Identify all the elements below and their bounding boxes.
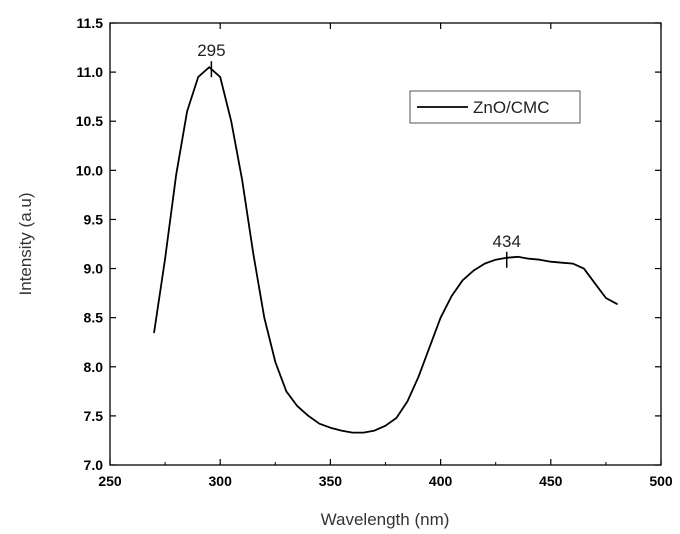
y-axis-title: Intensity (a.u) — [16, 193, 35, 296]
y-tick-label-9.5: 9.5 — [84, 211, 104, 227]
y-axis-ticks — [110, 22, 661, 466]
series-line-znocmc — [153, 66, 618, 434]
x-tick-label-400: 400 — [429, 473, 453, 489]
legend-entry-label: ZnO/CMC — [473, 98, 550, 117]
annotation-label-434: 434 — [493, 232, 521, 251]
y-tick-label-11.5: 11.5 — [77, 15, 104, 31]
annotation-label-295: 295 — [197, 41, 225, 60]
x-axis-ticks — [109, 23, 662, 465]
x-tick-label-250: 250 — [98, 473, 122, 489]
x-axis-title: Wavelength (nm) — [321, 510, 450, 529]
y-axis-tick-labels: 7.0 7.5 8.0 8.5 9.0 9.5 10.0 10.5 11.0 11.5 — [76, 15, 103, 473]
y-tick-label-8: 8.0 — [84, 359, 104, 375]
x-tick-label-350: 350 — [319, 473, 343, 489]
plot-area — [109, 22, 662, 466]
x-tick-label-500: 500 — [649, 473, 673, 489]
y-tick-label-9: 9.0 — [84, 261, 104, 277]
y-tick-label-7.5: 7.5 — [84, 408, 104, 424]
peak-annotations: 295 434 — [197, 41, 521, 268]
y-tick-label-7: 7.0 — [84, 457, 104, 473]
y-tick-label-8.5: 8.5 — [84, 310, 104, 326]
x-axis-tick-labels: 250 300 350 400 450 500 — [98, 473, 673, 489]
y-tick-label-10.5: 10.5 — [76, 113, 103, 129]
y-tick-label-10: 10.0 — [76, 162, 103, 178]
x-tick-label-450: 450 — [539, 473, 563, 489]
y-tick-label-11: 11.0 — [77, 64, 104, 80]
legend: ZnO/CMC — [409, 90, 581, 124]
x-tick-label-300: 300 — [209, 473, 233, 489]
